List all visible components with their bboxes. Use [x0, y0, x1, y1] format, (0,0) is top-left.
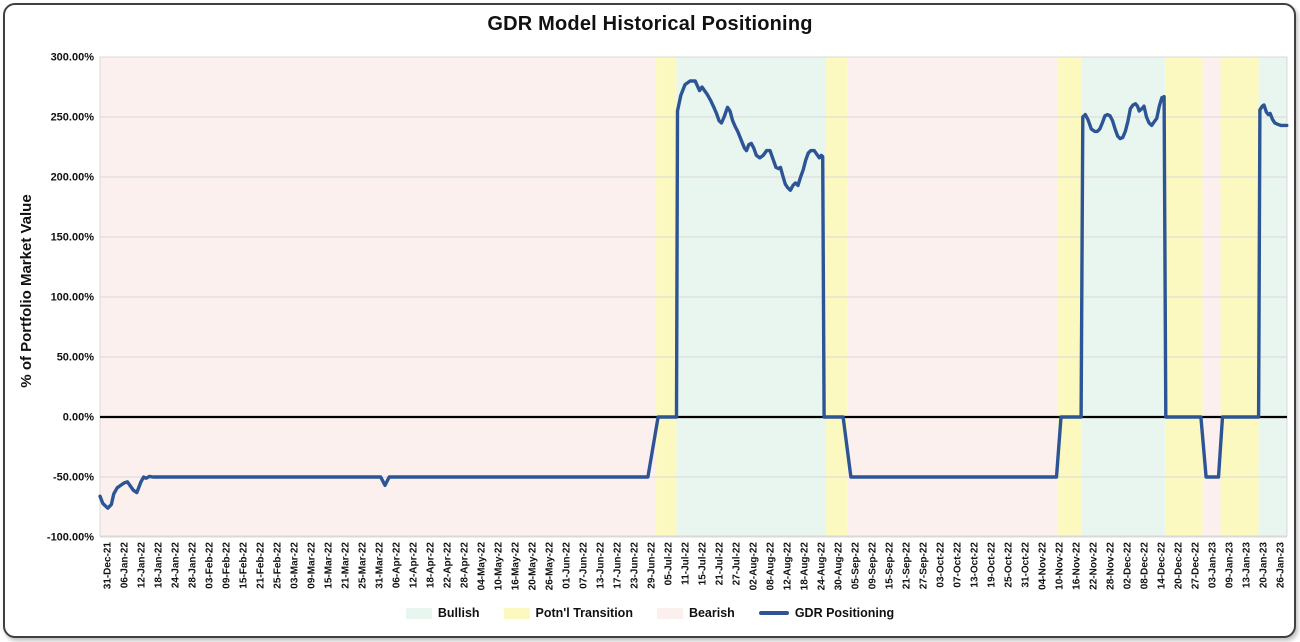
x-tick-label: 28-Apr-22 — [460, 542, 471, 589]
x-tick-label: 08-Dec-22 — [1140, 542, 1151, 590]
x-tick-label: 08-Aug-22 — [766, 542, 777, 591]
x-tick-label: 22-Nov-22 — [1089, 542, 1100, 590]
x-tick-label: 09-Feb-22 — [222, 542, 233, 589]
y-tick-label: 150.00% — [51, 232, 95, 244]
x-tick-label: 28-Jan-22 — [188, 542, 199, 589]
x-tick-label: 20-May-22 — [528, 542, 539, 591]
x-tick-label: 12-Jan-22 — [137, 542, 148, 589]
x-tick-label: 20-Jan-23 — [1259, 542, 1270, 589]
x-tick-label: 31-Oct-22 — [1021, 542, 1032, 588]
x-tick-label: 31-Dec-21 — [103, 542, 114, 590]
x-tick-label: 26-May-22 — [545, 542, 556, 591]
x-tick-label: 15-Sep-22 — [885, 542, 896, 590]
x-tick-label: 15-Jul-22 — [698, 542, 709, 586]
x-tick-label: 15-Mar-22 — [324, 542, 335, 589]
x-axis-tick-labels: 31-Dec-21 06-Jan-22 12-Jan-22 18-Jan-22 24-J… — [103, 542, 1287, 591]
y-tick-label: -100.00% — [47, 532, 94, 544]
y-tick-label: 0.00% — [63, 412, 94, 424]
x-tick-label: 21-Mar-22 — [341, 542, 352, 589]
x-tick-label: 11-Jul-22 — [681, 542, 692, 585]
x-tick-label: 21-Feb-22 — [256, 542, 267, 589]
x-tick-label: 03-Oct-22 — [936, 542, 947, 588]
x-tick-label: 21-Sep-22 — [902, 542, 913, 590]
legend-swatch-bullish — [405, 607, 432, 619]
x-tick-label: 04-May-22 — [477, 542, 488, 591]
x-tick-label: 02-Aug-22 — [749, 542, 760, 591]
legend-swatch-transition — [503, 607, 530, 619]
x-tick-label: 28-Nov-22 — [1106, 542, 1117, 590]
legend-line-sample — [758, 611, 789, 615]
x-tick-label: 10-May-22 — [494, 542, 505, 591]
legend-label-gdr-positioning: GDR Positioning — [794, 606, 895, 620]
legend-item-bullish: Bullish — [405, 606, 480, 620]
x-tick-label: 09-Mar-22 — [307, 542, 318, 589]
x-tick-label: 27-Sep-22 — [919, 542, 930, 590]
x-tick-label: 18-Jan-22 — [154, 542, 165, 589]
x-tick-label: 16-Nov-22 — [1072, 542, 1083, 590]
legend-item-transition: Potn'l Transition — [503, 606, 633, 620]
y-tick-label: 250.00% — [51, 112, 95, 124]
x-tick-label: 18-Apr-22 — [426, 542, 437, 589]
legend-swatch-bearish — [656, 607, 683, 619]
x-tick-label: 25-Mar-22 — [358, 542, 369, 589]
y-tick-label: 200.00% — [51, 172, 95, 184]
x-tick-label: 10-Nov-22 — [1055, 542, 1066, 590]
x-tick-label: 03-Jan-23 — [1208, 542, 1219, 589]
x-tick-label: 30-Aug-22 — [834, 542, 845, 591]
x-tick-label: 25-Oct-22 — [1004, 542, 1015, 588]
x-tick-label: 05-Sep-22 — [851, 542, 862, 590]
x-tick-label: 23-Jun-22 — [630, 542, 641, 589]
gdr-positioning-line — [98, 79, 1289, 510]
y-tick-label: 50.00% — [57, 352, 95, 364]
x-tick-label: 16-May-22 — [511, 542, 522, 591]
legend: Bullish Potn'l Transition Bearish GDR Po… — [0, 606, 1300, 620]
x-tick-label: 05-Jul-22 — [664, 542, 675, 586]
x-tick-label: 18-Aug-22 — [800, 542, 811, 591]
x-tick-label: 06-Jan-22 — [120, 542, 131, 589]
legend-label-bullish: Bullish — [437, 606, 480, 620]
x-tick-label: 12-Apr-22 — [409, 542, 420, 589]
x-tick-label: 04-Nov-22 — [1038, 542, 1049, 590]
x-tick-label: 17-Jun-22 — [613, 542, 624, 589]
x-tick-label: 07-Oct-22 — [953, 542, 964, 588]
x-tick-label: 22-Apr-22 — [443, 542, 454, 589]
plot-border — [99, 56, 1288, 537]
x-tick-label: 21-Jul-22 — [715, 542, 726, 586]
x-tick-label: 24-Jan-22 — [171, 542, 182, 589]
x-tick-label: 06-Apr-22 — [392, 542, 403, 589]
legend-item-gdr-positioning: GDR Positioning — [758, 606, 895, 620]
x-tick-label: 09-Jan-23 — [1225, 542, 1236, 589]
x-tick-label: 27-Jul-22 — [732, 542, 743, 586]
x-tick-label: 03-Mar-22 — [290, 542, 301, 589]
x-tick-label: 24-Aug-22 — [817, 542, 828, 591]
x-tick-label: 13-Oct-22 — [970, 542, 981, 588]
x-tick-label: 07-Jun-22 — [579, 542, 590, 589]
x-tick-label: 13-Jan-23 — [1242, 542, 1253, 589]
x-tick-label: 25-Feb-22 — [273, 542, 284, 589]
x-tick-label: 14-Dec-22 — [1157, 542, 1168, 590]
x-tick-label: 27-Dec-22 — [1191, 542, 1202, 590]
x-tick-label: 02-Dec-22 — [1123, 542, 1134, 590]
x-tick-label: 03-Feb-22 — [205, 542, 216, 589]
x-tick-label: 31-Mar-22 — [375, 542, 386, 589]
x-tick-label: 19-Oct-22 — [987, 542, 998, 588]
chart-title: GDR Model Historical Positioning — [487, 13, 813, 35]
y-tick-label: -50.00% — [53, 472, 94, 484]
y-tick-label: 300.00% — [51, 52, 95, 64]
x-tick-label: 29-Jun-22 — [647, 542, 658, 589]
x-tick-label: 13-Jun-22 — [596, 542, 607, 589]
x-tick-label: 15-Feb-22 — [239, 542, 250, 589]
y-tick-label: 100.00% — [51, 292, 95, 304]
legend-label-bearish: Bearish — [688, 606, 735, 620]
x-tick-label: 20-Dec-22 — [1174, 542, 1185, 590]
x-tick-label: 01-Jun-22 — [562, 542, 573, 589]
legend-item-bearish: Bearish — [656, 606, 735, 620]
x-tick-label: 26-Jan-23 — [1276, 542, 1287, 589]
legend-label-transition: Potn'l Transition — [535, 606, 633, 620]
x-tick-label: 12-Aug-22 — [783, 542, 794, 591]
x-tick-label: 09-Sep-22 — [868, 542, 879, 590]
y-axis-tick-labels: 300.00% 250.00% 200.00% 150.00% 100.00% 50.00… — [47, 52, 94, 544]
